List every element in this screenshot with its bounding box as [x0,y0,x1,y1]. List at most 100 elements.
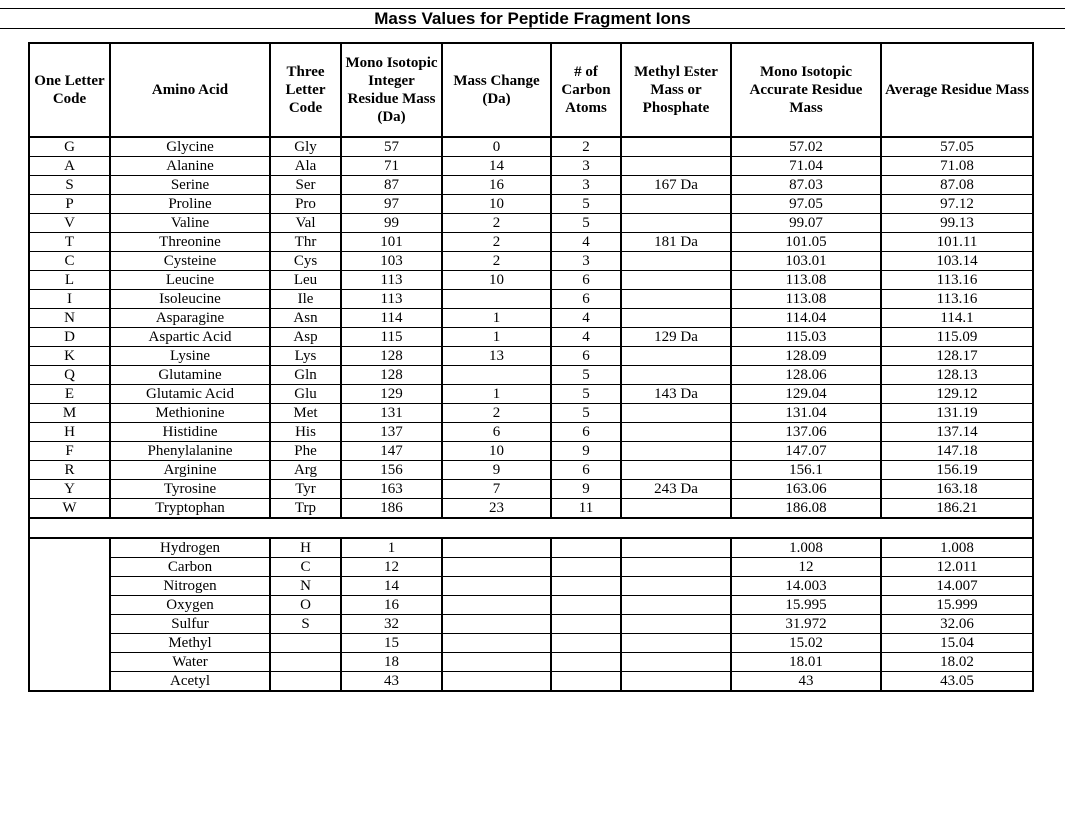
average-mass-cell: 129.12 [880,384,1034,404]
carbon-atoms-cell: 6 [550,422,622,442]
table-row: P Proline Pro 97 10 5 97.05 97.12 [28,194,1034,214]
one-letter-code-cell: K [28,346,111,366]
mass-change-cell [441,289,552,309]
average-mass-cell: 156.19 [880,460,1034,480]
element-symbol-cell: N [269,576,342,596]
methyl-ester-cell [620,308,732,328]
amino-acid-name-cell: Threonine [109,232,271,252]
table-row: W Tryptophan Trp 186 23 11 186.08 186.21 [28,498,1034,519]
average-mass-cell: 32.06 [880,614,1034,634]
carbon-atoms-cell: 5 [550,194,622,214]
table-row: Methyl 15 15.02 15.04 [29,633,1034,653]
empty-cell [441,671,552,692]
integer-mass-cell: 32 [340,614,443,634]
methyl-ester-cell [620,194,732,214]
mass-change-cell: 10 [441,270,552,290]
empty-cell [620,557,732,577]
average-mass-cell: 15.999 [880,595,1034,615]
integer-mass-cell: 163 [340,479,443,499]
one-letter-code-cell: I [28,289,111,309]
empty-cell [441,576,552,596]
mass-change-cell: 14 [441,156,552,176]
element-name-cell: Methyl [109,633,271,653]
average-mass-cell: 87.08 [880,175,1034,195]
one-letter-code-cell: D [28,327,111,347]
three-letter-code-cell: Phe [269,441,342,461]
header-mono-integer-mass: Mono Isotopic Integer Residue Mass (Da) [340,42,443,138]
empty-cell [550,614,622,634]
accurate-mass-cell: 15.02 [730,633,882,653]
three-letter-code-cell: His [269,422,342,442]
three-letter-code-cell: Gly [269,136,342,157]
amino-acid-name-cell: Isoleucine [109,289,271,309]
methyl-ester-cell [620,422,732,442]
methyl-ester-cell [620,441,732,461]
element-name-cell: Sulfur [109,614,271,634]
three-letter-code-cell: Cys [269,251,342,271]
amino-acid-name-cell: Histidine [109,422,271,442]
title-bar: Mass Values for Peptide Fragment Ions [0,8,1065,29]
table-row: T Threonine Thr 101 2 4 181 Da 101.05 101.11 [28,232,1034,252]
integer-mass-cell: 57 [340,136,443,157]
accurate-mass-cell: 131.04 [730,403,882,423]
accurate-mass-cell: 186.08 [730,498,882,519]
element-symbol-cell: O [269,595,342,615]
element-symbol-cell: C [269,557,342,577]
carbon-atoms-cell: 2 [550,136,622,157]
page-title: Mass Values for Peptide Fragment Ions [374,9,691,28]
table-row: Y Tyrosine Tyr 163 7 9 243 Da 163.06 163.18 [28,479,1034,499]
amino-acid-name-cell: Asparagine [109,308,271,328]
mass-change-cell: 13 [441,346,552,366]
methyl-ester-cell: 143 Da [620,384,732,404]
mass-change-cell: 7 [441,479,552,499]
one-letter-code-cell: A [28,156,111,176]
carbon-atoms-cell: 6 [550,460,622,480]
accurate-mass-cell: 87.03 [730,175,882,195]
one-letter-code-cell: N [28,308,111,328]
methyl-ester-cell [620,289,732,309]
header-three-letter-code: Three Letter Code [269,42,342,138]
integer-mass-cell: 113 [340,289,443,309]
mass-change-cell: 2 [441,232,552,252]
accurate-mass-cell: 103.01 [730,251,882,271]
table-row: Sulfur S 32 31.972 32.06 [29,614,1034,634]
one-letter-code-cell: Q [28,365,111,385]
three-letter-code-cell: Ala [269,156,342,176]
integer-mass-cell: 186 [340,498,443,519]
table-row: N Asparagine Asn 114 1 4 114.04 114.1 [28,308,1034,328]
average-mass-cell: 113.16 [880,289,1034,309]
accurate-mass-cell: 97.05 [730,194,882,214]
carbon-atoms-cell: 5 [550,213,622,233]
accurate-mass-cell: 115.03 [730,327,882,347]
mass-change-cell [441,365,552,385]
three-letter-code-cell: Trp [269,498,342,519]
average-mass-cell: 128.17 [880,346,1034,366]
three-letter-code-cell: Asp [269,327,342,347]
integer-mass-cell: 18 [340,652,443,672]
mass-change-cell: 0 [441,136,552,157]
amino-acid-name-cell: Leucine [109,270,271,290]
header-carbon-atoms: # of Carbon Atoms [550,42,622,138]
accurate-mass-cell: 18.01 [730,652,882,672]
empty-cell [620,652,732,672]
carbon-atoms-cell: 4 [550,232,622,252]
element-rows: Hydrogen H 1 1.008 1.008 Carbon C 12 12 12.011 Nit… [28,537,1034,692]
amino-acid-name-cell: Glutamic Acid [109,384,271,404]
table-row: R Arginine Arg 156 9 6 156.1 156.19 [28,460,1034,480]
element-name-cell: Oxygen [109,595,271,615]
carbon-atoms-cell: 3 [550,251,622,271]
one-letter-code-cell: R [28,460,111,480]
average-mass-cell: 57.05 [880,136,1034,157]
integer-mass-cell: 129 [340,384,443,404]
carbon-atoms-cell: 3 [550,175,622,195]
empty-cell [441,557,552,577]
average-mass-cell: 163.18 [880,479,1034,499]
carbon-atoms-cell: 11 [550,498,622,519]
accurate-mass-cell: 71.04 [730,156,882,176]
mass-change-cell: 1 [441,327,552,347]
average-mass-cell: 147.18 [880,441,1034,461]
header-mass-change: Mass Change (Da) [441,42,552,138]
accurate-mass-cell: 43 [730,671,882,692]
carbon-atoms-cell: 4 [550,308,622,328]
empty-cell [550,537,622,558]
